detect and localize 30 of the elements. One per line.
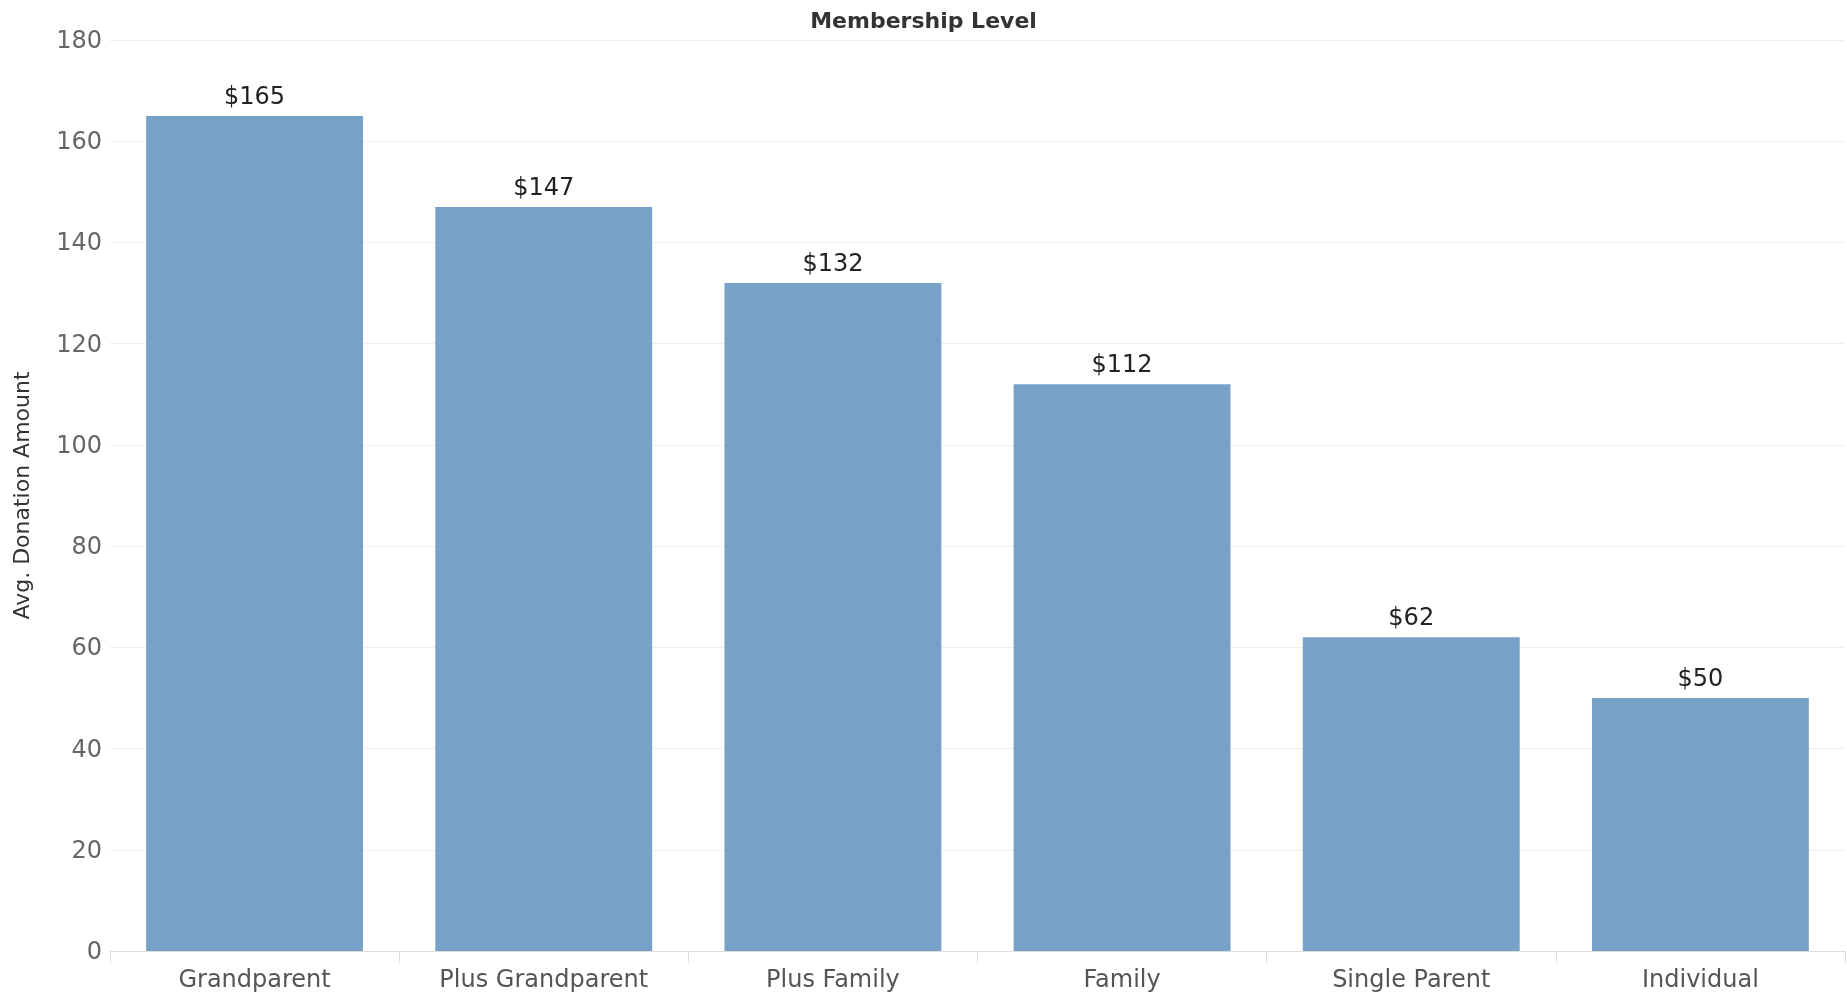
data-label: $50 [1677, 663, 1724, 692]
x-tick-label: Family [1083, 965, 1161, 993]
bar [724, 282, 942, 951]
x-tick-label: Grandparent [178, 965, 331, 993]
bar [435, 207, 653, 951]
data-label: $147 [513, 173, 575, 202]
x-tick-label: Plus Family [766, 965, 900, 993]
bar [1302, 637, 1520, 951]
y-axis-title: Avg. Donation Amount [8, 371, 34, 620]
y-tick-label: 100 [56, 430, 102, 459]
bar [1591, 697, 1809, 951]
y-tick-label: 60 [71, 633, 102, 662]
y-tick-label: 120 [56, 329, 102, 358]
data-label: $112 [1091, 350, 1153, 379]
x-tick-label: Individual [1641, 965, 1759, 993]
data-label: $165 [224, 81, 286, 110]
bar [146, 115, 364, 951]
y-tick-label: 180 [56, 26, 102, 54]
y-tick-label: 40 [71, 734, 102, 763]
y-tick-label: 20 [71, 835, 102, 864]
x-tick-label: Single Parent [1332, 965, 1491, 993]
y-tick-label: 160 [56, 127, 102, 156]
y-tick-label: 140 [56, 228, 102, 257]
data-label: $132 [802, 248, 864, 277]
x-tick-label: Plus Grandparent [439, 965, 649, 993]
y-tick-label: 0 [86, 937, 102, 965]
data-label: $62 [1388, 603, 1435, 632]
chart-title: Membership Level [810, 7, 1037, 33]
y-tick-label: 80 [71, 532, 102, 561]
bar [1013, 384, 1231, 951]
